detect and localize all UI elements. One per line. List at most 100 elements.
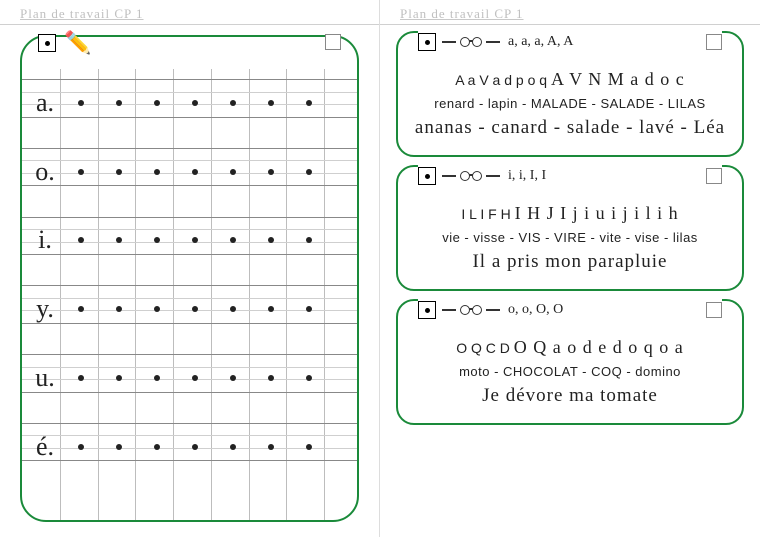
writing-grid: a. o. i. y. u. é. bbox=[22, 69, 357, 520]
section-title: o, o, O, O bbox=[502, 302, 563, 318]
guide-dot bbox=[230, 375, 236, 381]
checkbox[interactable] bbox=[706, 168, 722, 184]
glasses-icon bbox=[460, 169, 482, 183]
guide-dot bbox=[268, 237, 274, 243]
cursive-letters: O Q a o d e d o q o a bbox=[514, 337, 684, 357]
grid-hline bbox=[22, 285, 357, 286]
row-letter: é. bbox=[22, 432, 62, 462]
guide-dot bbox=[268, 444, 274, 450]
guide-dot bbox=[192, 375, 198, 381]
sentence-line: Il a pris mon parapluie bbox=[410, 251, 730, 273]
row-letter: o. bbox=[22, 157, 62, 187]
dice-icon bbox=[418, 301, 436, 319]
row-letter: a. bbox=[22, 88, 62, 118]
guide-dot bbox=[78, 444, 84, 450]
reading-section: i, i, I, I I L I F H I H J I j i u i j i… bbox=[396, 165, 744, 291]
guide-dot bbox=[154, 444, 160, 450]
guide-dot bbox=[230, 100, 236, 106]
page-right: Plan de travail CP 1 a, a, a, A, A A a V… bbox=[380, 0, 760, 537]
writing-row: i. bbox=[22, 220, 357, 260]
checkbox[interactable] bbox=[706, 34, 722, 50]
guide-dot bbox=[230, 237, 236, 243]
cursive-letters: I H J I j i u i j i l i h bbox=[515, 203, 679, 223]
guide-dot bbox=[192, 237, 198, 243]
guide-dot bbox=[230, 306, 236, 312]
guide-dot bbox=[306, 169, 312, 175]
guide-dot bbox=[192, 444, 198, 450]
cursive-letters: A V N M a d o c bbox=[551, 69, 685, 89]
row-letter: u. bbox=[22, 363, 62, 393]
guide-dot bbox=[154, 100, 160, 106]
guide-dot bbox=[230, 444, 236, 450]
dice-icon bbox=[418, 33, 436, 51]
word-line: moto - CHOCOLAT - COQ - domino bbox=[410, 364, 730, 379]
dash bbox=[442, 175, 456, 177]
dash bbox=[486, 41, 500, 43]
guide-dot bbox=[306, 306, 312, 312]
writing-row: a. bbox=[22, 83, 357, 123]
section-header: i, i, I, I bbox=[418, 165, 722, 187]
guide-dot bbox=[268, 375, 274, 381]
grid-hline bbox=[22, 148, 357, 149]
guide-dot bbox=[192, 306, 198, 312]
guide-dot bbox=[154, 375, 160, 381]
guide-dot bbox=[116, 306, 122, 312]
letter-line: A a V a d p o q A V N M a d o c bbox=[410, 69, 730, 90]
dice-icon bbox=[418, 167, 436, 185]
dice-icon bbox=[38, 34, 56, 52]
row-letter: i. bbox=[22, 225, 62, 255]
guide-dot bbox=[116, 444, 122, 450]
row-letter: y. bbox=[22, 294, 62, 324]
guide-dot bbox=[78, 306, 84, 312]
guide-dot bbox=[78, 169, 84, 175]
reading-section: a, a, a, A, A A a V a d p o q A V N M a … bbox=[396, 31, 744, 157]
writing-panel: a. o. i. y. u. é. bbox=[20, 35, 359, 522]
print-letters: O Q C D bbox=[456, 340, 510, 356]
dash bbox=[442, 41, 456, 43]
guide-dot bbox=[306, 100, 312, 106]
guide-dot bbox=[306, 237, 312, 243]
guide-dot bbox=[116, 169, 122, 175]
sentence-line: Je dévore ma tomate bbox=[410, 385, 730, 407]
guide-dot bbox=[192, 169, 198, 175]
checkbox[interactable] bbox=[325, 34, 341, 50]
dash bbox=[486, 309, 500, 311]
checkbox[interactable] bbox=[706, 302, 722, 318]
page-header-right: Plan de travail CP 1 bbox=[380, 0, 760, 25]
guide-dot bbox=[78, 237, 84, 243]
page-left: Plan de travail CP 1 ✏️ a. o. i. y. u. é. bbox=[0, 0, 380, 537]
guide-dot bbox=[306, 444, 312, 450]
print-letters: A a V a d p o q bbox=[455, 72, 547, 88]
writing-row: y. bbox=[22, 289, 357, 329]
section-title: i, i, I, I bbox=[502, 168, 546, 184]
letter-line: O Q C D O Q a o d e d o q o a bbox=[410, 337, 730, 358]
section-header: a, a, a, A, A bbox=[418, 31, 722, 53]
guide-dot bbox=[230, 169, 236, 175]
guide-dot bbox=[268, 100, 274, 106]
letter-line: I L I F H I H J I j i u i j i l i h bbox=[410, 203, 730, 224]
grid-hline bbox=[22, 217, 357, 218]
reading-section: o, o, O, O O Q C D O Q a o d e d o q o a… bbox=[396, 299, 744, 425]
guide-dot bbox=[78, 375, 84, 381]
guide-dot bbox=[306, 375, 312, 381]
guide-dot bbox=[154, 306, 160, 312]
section-title: a, a, a, A, A bbox=[502, 34, 573, 50]
grid-hline bbox=[22, 354, 357, 355]
pencil-icon: ✏️ bbox=[64, 30, 91, 56]
writing-row: é. bbox=[22, 427, 357, 467]
guide-dot bbox=[116, 237, 122, 243]
word-line: vie - visse - VIS - VIRE - vite - vise -… bbox=[410, 230, 730, 245]
sentence-line: ananas - canard - salade - lavé - Léa bbox=[410, 117, 730, 139]
print-letters: I L I F H bbox=[461, 206, 510, 222]
guide-dot bbox=[78, 100, 84, 106]
guide-dot bbox=[154, 169, 160, 175]
writing-row: o. bbox=[22, 152, 357, 192]
header-title: Plan de travail CP 1 bbox=[400, 6, 524, 21]
guide-dot bbox=[268, 306, 274, 312]
guide-dot bbox=[154, 237, 160, 243]
word-line: renard - lapin - MALADE - SALADE - LILAS bbox=[410, 96, 730, 111]
guide-dot bbox=[192, 100, 198, 106]
dash bbox=[442, 309, 456, 311]
section-header: o, o, O, O bbox=[418, 299, 722, 321]
header-title: Plan de travail CP 1 bbox=[20, 6, 144, 21]
